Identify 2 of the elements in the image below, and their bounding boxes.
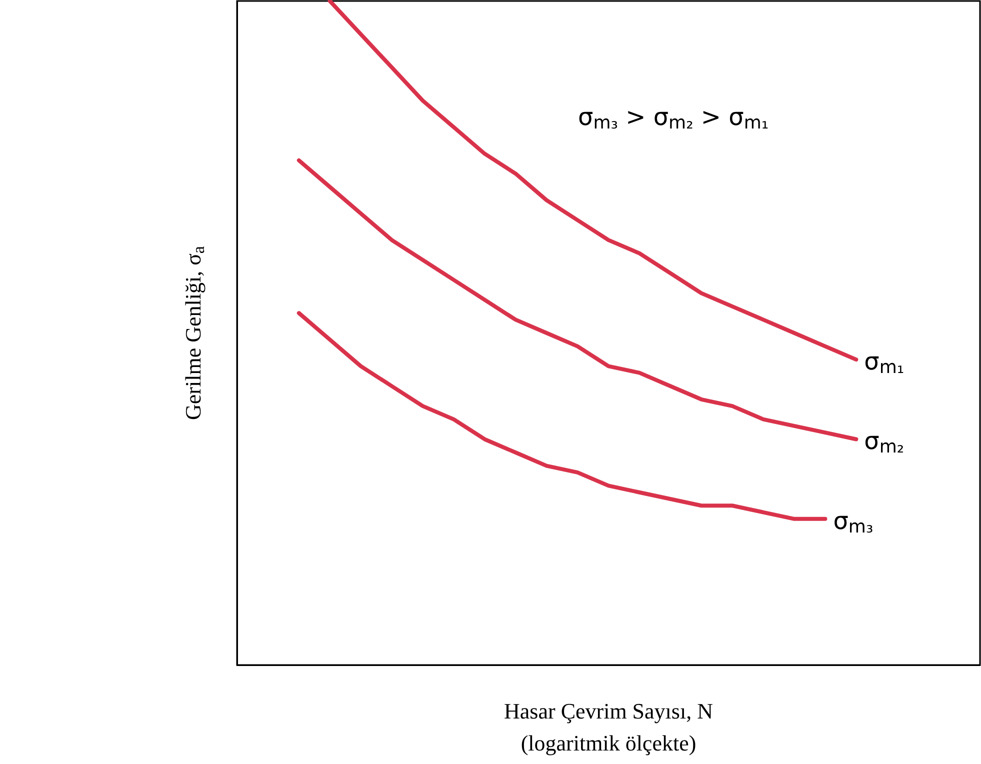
x-axis-title: Hasar Çevrim Sayısı, N (logaritmik ölçekte) xyxy=(504,698,714,756)
y-axis-title: Gerilme Genliği, σa xyxy=(180,246,208,420)
